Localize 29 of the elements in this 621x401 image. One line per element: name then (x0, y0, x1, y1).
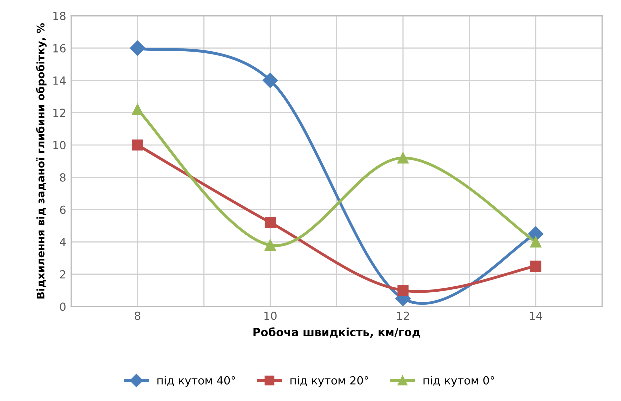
legend-label: під кутом 20° (290, 376, 368, 387)
y-tick-label: 14 (54, 76, 66, 85)
y-axis-title: Відхилення від заданої глибини обробітку, % (36, 23, 47, 299)
point (398, 152, 409, 164)
y-tick-label: 10 (54, 141, 66, 150)
point (398, 285, 409, 296)
point (264, 217, 276, 228)
y-tick-label: 12 (54, 108, 66, 118)
x-tick-label: 14 (530, 312, 542, 320)
x-axis-title: Робоча швидкість, км/год (254, 328, 420, 338)
legend-label: під кутом 0° (424, 376, 494, 387)
y-tick-label: 8 (60, 174, 66, 182)
y-tick-label: 18 (54, 12, 66, 20)
point (530, 236, 542, 248)
point (132, 104, 144, 116)
y-tick-label: 4 (60, 238, 66, 246)
y-tick-label: 2 (60, 270, 66, 279)
x-tick-label: 10 (264, 312, 277, 320)
point (132, 140, 144, 151)
point (264, 240, 276, 251)
point (130, 40, 146, 56)
y-tick-label: 16 (54, 44, 66, 53)
y-tick-label: 6 (60, 206, 66, 214)
point (530, 260, 542, 272)
x-tick-label: 8 (135, 312, 141, 320)
legend-label: під кутом 40° (158, 376, 236, 387)
x-tick-label: 12 (397, 312, 410, 320)
y-tick-label: 0 (60, 302, 66, 312)
point (262, 73, 278, 88)
